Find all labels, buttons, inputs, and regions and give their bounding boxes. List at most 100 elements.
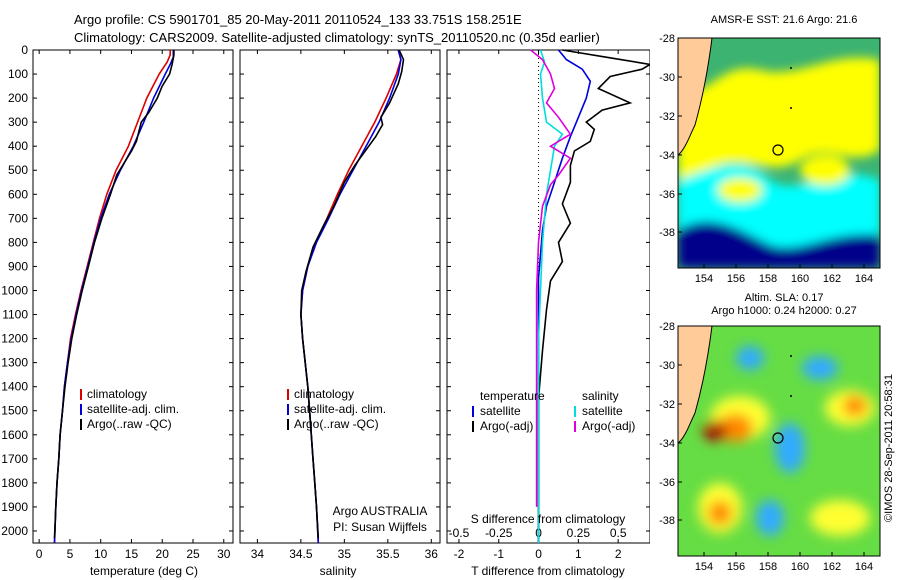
difference-xtick-label: 2 [615, 547, 622, 561]
salinity-legend-label: satellite-adj. clim. [294, 402, 386, 416]
depth-tick-label: 400 [8, 139, 28, 153]
temperature-xtick-label: 25 [186, 547, 200, 561]
sla-map-frame [677, 325, 881, 557]
depth-tick-label: 100 [8, 67, 28, 81]
difference-top-tick-label: -0.5 [449, 526, 470, 540]
sla-ytick-label: -34 [659, 438, 675, 450]
difference-xlabel-top: S difference from climatology [471, 512, 626, 526]
sst-xtick-label: 154 [695, 273, 713, 285]
depth-tick-label: 200 [8, 91, 28, 105]
island-dot [790, 395, 792, 397]
sst-xtick-label: 164 [855, 273, 873, 285]
sla-xtick-label: 156 [727, 561, 745, 573]
sla-xtick-label: 158 [759, 561, 777, 573]
difference-top-tick-label: 0.5 [610, 526, 627, 540]
temperature-xtick-label: 0 [36, 547, 43, 561]
sst-warm-patch [800, 155, 850, 185]
sst-xtick-label: 160 [791, 273, 809, 285]
depth-tick-label: 1000 [1, 283, 28, 297]
sst-green-region [678, 57, 880, 180]
depth-tick-label: 600 [8, 187, 28, 201]
coastline-land [678, 38, 713, 156]
sst-xtick-label: 162 [823, 273, 841, 285]
salinity-xtick-label: 34 [251, 547, 265, 561]
sst-ytick-label: -38 [659, 227, 675, 239]
temperature-xtick-label: 10 [94, 547, 108, 561]
sla-map-title-1: Altim. SLA: 0.17 [744, 292, 824, 304]
depth-tick-label: 1800 [1, 476, 28, 490]
salinity-frame [239, 49, 441, 544]
sla-low-patch [736, 346, 764, 370]
temperature-frame [32, 49, 234, 544]
sla-high-patch [843, 396, 867, 416]
depth-tick-label: 1400 [1, 380, 28, 394]
temperature-legend-label: climatology [87, 387, 147, 401]
salinity-xtick-label: 34.5 [289, 547, 313, 561]
legend-salinity-label: satellite [582, 404, 623, 418]
depth-tick-label: 900 [8, 259, 28, 273]
sst-yaxis: -28 -30 -32 -34 -36 -38 [659, 33, 682, 239]
depth-tick-label: 1900 [1, 500, 28, 514]
argo-position-marker [772, 432, 784, 444]
sla-ytick-label: -32 [659, 399, 675, 411]
header-line-1: Argo profile: CS 5901701_85 20-May-2011 … [74, 12, 522, 27]
difference-series-line [530, 49, 572, 507]
legend-temperature-label: satellite [480, 404, 521, 418]
imos-stamp: ©IMOS 28-Sep-2011 20:58:31 [883, 374, 895, 522]
depth-tick-label: 500 [8, 163, 28, 177]
temperature-series-line [53, 50, 171, 544]
island-dot [790, 107, 792, 109]
salinity-xtick-label: 35.5 [376, 547, 400, 561]
sst-ytick-label: -28 [659, 33, 675, 45]
depth-tick-label: 1500 [1, 404, 28, 418]
depth-tick-label: 700 [8, 211, 28, 225]
sst-ytick-label: -36 [659, 189, 675, 201]
sla-xtick-label: 162 [823, 561, 841, 573]
depth-tick-label: 1100 [2, 308, 28, 322]
salinity-annotation-line1: Argo AUSTRALIA [333, 504, 428, 518]
depth-tick-label: 2000 [1, 524, 28, 538]
island-dot [790, 67, 792, 69]
difference-xtick-label: -1 [493, 547, 504, 561]
depth-tick-label: 0 [21, 43, 28, 57]
depth-tick-label: 1600 [1, 428, 28, 442]
sla-ytick-label: -36 [659, 477, 675, 489]
difference-top-tick-label: -0.25 [485, 526, 513, 540]
temperature-xlabel: temperature (deg C) [90, 564, 198, 578]
sst-xaxis: 154 156 158 160 162 164 [695, 264, 873, 285]
sla-high-patch [708, 501, 732, 525]
depth-tick-label: 1200 [1, 332, 28, 346]
legend-temperature-title: temperature [480, 389, 545, 403]
sla-map: -28 -30 -32 -34 -36 -38 154 156 158 160 162 164 ©I… [659, 321, 895, 573]
sla-low-patch [756, 500, 784, 536]
salinity-xlabel: salinity [320, 564, 357, 578]
salinity-annotation-line2: PI: Susan Wijffels [333, 520, 427, 534]
sla-xtick-label: 160 [791, 561, 809, 573]
sla-high-patch [810, 500, 870, 536]
sst-xtick-label: 156 [727, 273, 745, 285]
legend-salinity-label: Argo(-adj) [582, 419, 635, 433]
temperature-panel: 0100200300400500600700800900100011001200… [1, 43, 234, 561]
difference-xtick-label: 1 [575, 547, 582, 561]
salinity-panel: 34 34.5 35 35.5 36 climatologysatellite-adj. … [239, 49, 441, 561]
sst-deep-region [678, 221, 880, 268]
temperature-series-line [53, 50, 175, 544]
sst-ytick-label: -34 [659, 150, 675, 162]
salinity-xtick-label: 36 [425, 547, 439, 561]
profile-plots: 0100200300400500600700800900100011001200… [1, 43, 650, 578]
sla-xaxis: 154 156 158 160 162 164 [695, 552, 873, 573]
sla-low-patch [802, 356, 838, 380]
sla-xtick-label: 164 [855, 561, 873, 573]
temperature-legend-label: satellite-adj. clim. [87, 402, 179, 416]
temperature-xtick-label: 20 [156, 547, 170, 561]
sla-map-title-2: Argo h1000: 0.24 h2000: 0.27 [711, 305, 857, 317]
argo-position-marker [772, 144, 784, 156]
salinity-series-line [300, 49, 402, 544]
sla-ytick-label: -38 [659, 515, 675, 527]
sst-map-frame [677, 37, 881, 269]
depth-tick-label: 1700 [1, 452, 28, 466]
sla-peak-patch [703, 421, 727, 441]
temperature-xtick-label: 15 [125, 547, 139, 561]
difference-frame [446, 49, 650, 544]
